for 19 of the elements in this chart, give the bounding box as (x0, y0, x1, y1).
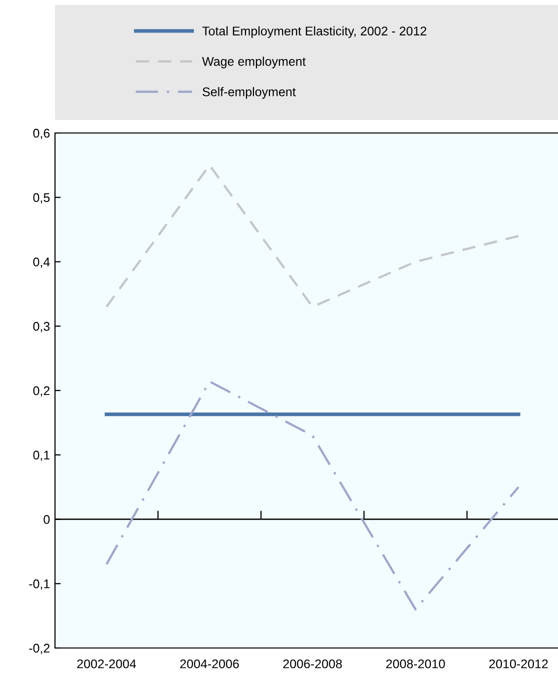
y-tick-label: 0,4 (33, 258, 50, 268)
legend-label: Wage employment (202, 56, 306, 68)
y-tick-label: -0,2 (29, 644, 50, 654)
x-tick-label: 2010-2012 (489, 659, 548, 668)
line-series (105, 164, 520, 308)
legend-label: Total Employment Elasticity, 2002 - 2012 (202, 26, 426, 38)
y-tick-label: 0,2 (33, 386, 50, 397)
y-tick-label: -0,1 (29, 579, 50, 590)
y-tick-label: 0,5 (33, 193, 50, 204)
legend-label: Self-employment (202, 87, 296, 99)
x-tick-label: 2008-2010 (386, 659, 445, 668)
y-tick-label: 0,1 (33, 450, 50, 462)
y-tick-label: 0,6 (33, 128, 50, 140)
x-tick-label: 2006-2008 (283, 659, 342, 668)
x-tick-label: 2002-2004 (77, 659, 136, 668)
x-tick-label: 2004-2006 (180, 659, 239, 668)
y-tick-label: 0 (44, 515, 50, 524)
y-tick-label: 0,3 (33, 322, 50, 332)
line-series (105, 380, 520, 610)
